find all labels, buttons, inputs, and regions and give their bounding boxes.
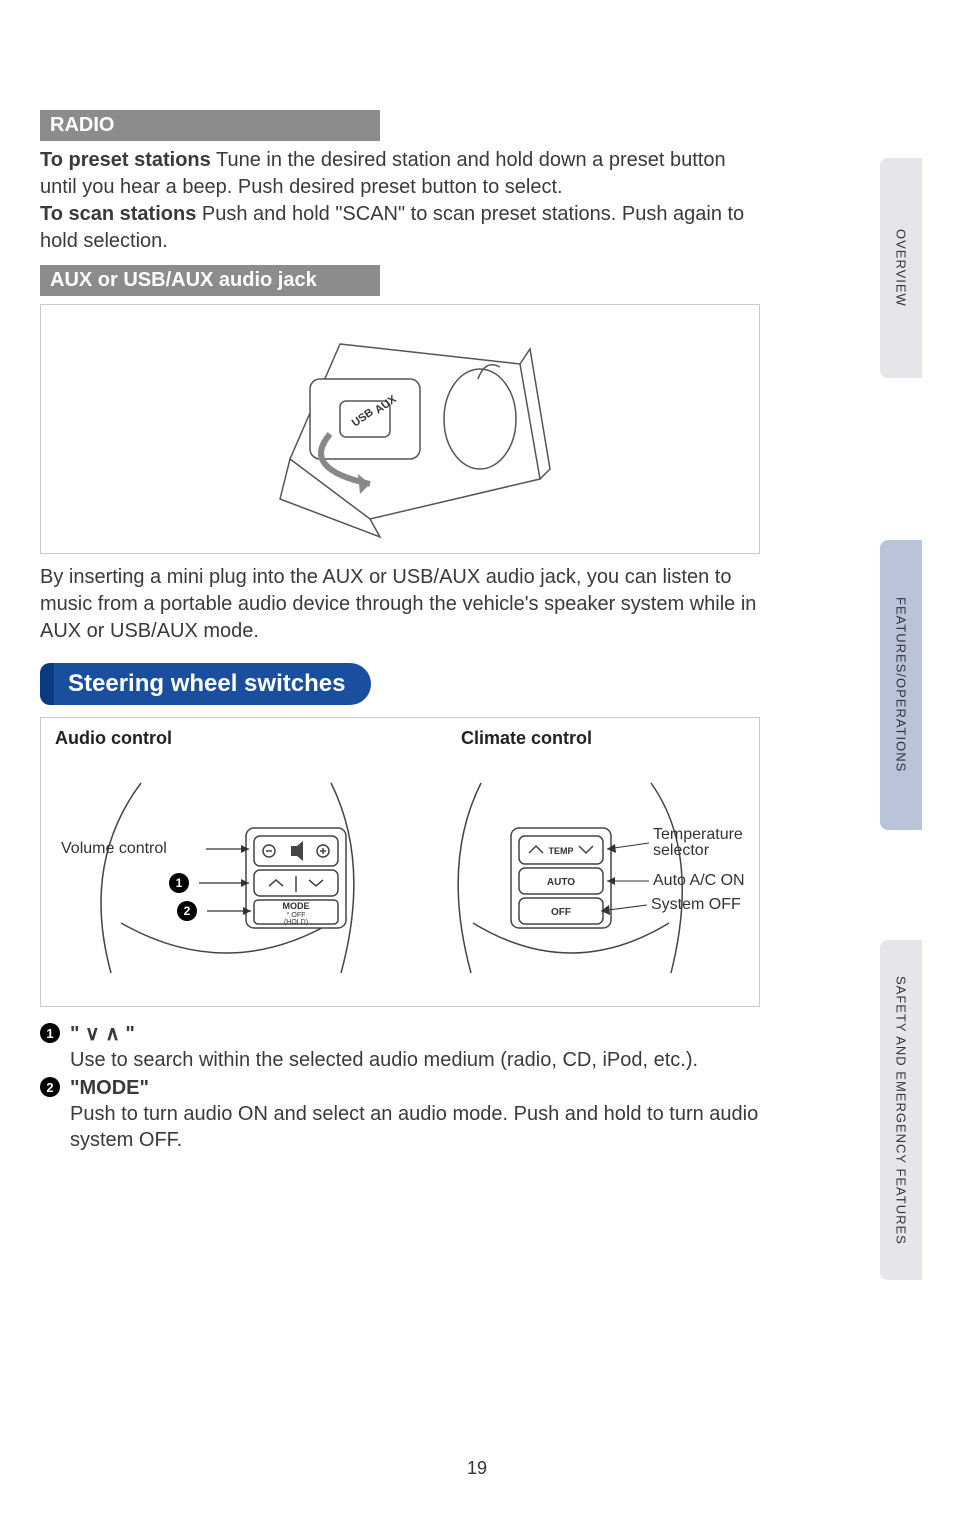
volume-control-label: Volume control [61, 840, 167, 857]
aux-heading: AUX or USB/AUX audio jack [40, 265, 380, 296]
auto-btn-label: AUTO [547, 877, 575, 888]
note-1-icon: 1 [40, 1023, 60, 1043]
aux-illustration: USB AUX [220, 319, 580, 539]
blue-tab-icon [40, 663, 54, 705]
note-2-title: "MODE" [70, 1075, 760, 1101]
aux-caption: By inserting a mini plug into the AUX or… [40, 564, 760, 645]
steering-heading: Steering wheel switches [54, 663, 371, 705]
audio-control-title: Audio control [55, 728, 172, 749]
callout-2-icon: 2 [184, 904, 191, 918]
tab-safety[interactable]: SAFETY AND EMERGENCY FEATURES [880, 940, 922, 1280]
tab-features[interactable]: FEATURES/OPERATIONS [880, 540, 922, 830]
tab-overview[interactable]: OVERVIEW [880, 158, 922, 378]
audio-wheel-illustration: Volume control 1 2 MODE ° OFF (HOLD) [51, 773, 381, 993]
page-content: RADIO To preset stations Tune in the des… [40, 110, 760, 1155]
note-2: 2 "MODE" Push to turn audio ON and selec… [40, 1075, 760, 1153]
side-tabs: OVERVIEW FEATURES/OPERATIONS SAFETY AND … [866, 110, 922, 1310]
note-1-title: " ∨ ∧ " [70, 1021, 698, 1047]
temp-btn-label: TEMP [548, 846, 573, 856]
note-1-body: Use to search within the selected audio … [70, 1049, 698, 1071]
tab-safety-label: SAFETY AND EMERGENCY FEATURES [894, 976, 909, 1245]
tab-overview-label: OVERVIEW [894, 229, 909, 307]
notes-list: 1 " ∨ ∧ " Use to search within the selec… [40, 1021, 760, 1153]
temp-selector-label-l2: selector [653, 842, 710, 859]
page-number: 19 [0, 1458, 954, 1479]
tab-features-label: FEATURES/OPERATIONS [894, 597, 909, 772]
climate-control-title: Climate control [461, 728, 592, 749]
radio-preset-bold: To preset stations [40, 149, 211, 171]
note-1: 1 " ∨ ∧ " Use to search within the selec… [40, 1021, 760, 1073]
radio-preset-paragraph: To preset stations Tune in the desired s… [40, 147, 760, 255]
steering-heading-wrap: Steering wheel switches [40, 663, 760, 705]
note-2-icon: 2 [40, 1077, 60, 1097]
note-2-body: Push to turn audio ON and select an audi… [70, 1103, 758, 1151]
auto-ac-label: Auto A/C ON [653, 872, 745, 889]
radio-scan-bold: To scan stations [40, 203, 196, 225]
mode-btn-bot: (HOLD) [284, 919, 308, 926]
mode-btn-top: MODE [283, 901, 310, 911]
mode-btn-mid: ° OFF [287, 911, 306, 919]
callout-1-icon: 1 [176, 876, 183, 890]
temp-selector-label-l1: Temperature [653, 826, 743, 843]
radio-heading: RADIO [40, 110, 380, 141]
off-btn-label: OFF [551, 907, 571, 918]
steering-box: Audio control Climate control [40, 717, 760, 1007]
aux-illustration-box: USB AUX [40, 304, 760, 554]
climate-wheel-illustration: TEMP AUTO OFF Temperature selector Auto … [441, 773, 751, 993]
system-off-label: System OFF [651, 896, 741, 913]
